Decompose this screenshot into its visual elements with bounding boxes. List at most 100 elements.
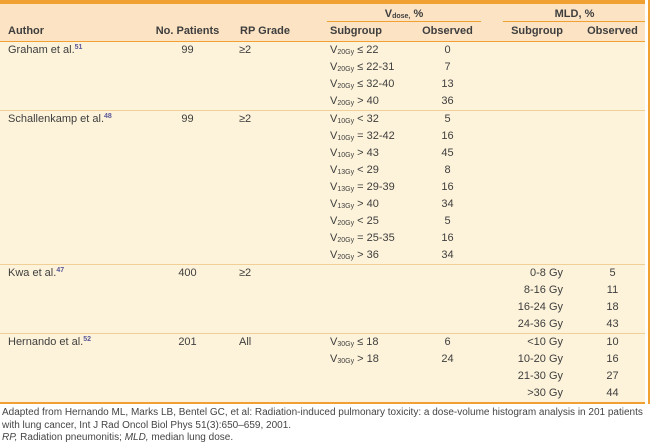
author-cell	[0, 179, 150, 196]
reference-superscript: 52	[83, 336, 92, 343]
patients-cell	[150, 93, 225, 110]
rp-grade-cell: ≥2	[239, 44, 252, 56]
mld-subgroup-cell	[485, 196, 575, 213]
v-observed-cell	[410, 282, 485, 299]
v-observed-cell	[410, 299, 485, 316]
author-cell	[0, 162, 150, 179]
table-row: V20Gy ≤ 32-40 13	[0, 76, 650, 93]
mld-observed-cell	[575, 111, 650, 128]
rp-grade-cell	[225, 247, 305, 264]
table-row: V13Gy = 29-39 16	[0, 179, 650, 196]
v-observed-cell: 34	[441, 198, 454, 210]
mld-observed-cell: 5	[609, 267, 616, 279]
rp-grade-cell	[225, 299, 305, 316]
author-cell: Hernando et al.52	[0, 334, 150, 351]
mld-observed-cell	[575, 213, 650, 230]
mld-observed-cell	[575, 196, 650, 213]
v-label-subscript: 13Gy	[337, 203, 355, 210]
mld-observed-cell	[575, 128, 650, 145]
v-observed-cell	[410, 316, 485, 333]
mld-observed-cell	[575, 76, 650, 93]
patients-cell	[150, 145, 225, 162]
table-bottom-border	[0, 402, 650, 404]
v-label-condition: > 40	[354, 198, 379, 210]
table-row: V20Gy < 25 5	[0, 213, 650, 230]
patients-cell	[150, 316, 225, 333]
mld-subgroup-cell	[485, 247, 575, 264]
mld-subgroup-cell	[485, 93, 575, 110]
mld-subgroup-cell	[485, 128, 575, 145]
vdose-group-label: Vdose, %	[384, 8, 424, 20]
v-label-condition: ≤ 18	[354, 336, 379, 348]
v-subgroup-cell: V10Gy < 32	[305, 111, 410, 128]
patients-cell	[150, 368, 225, 385]
v-label-subscript: 20Gy	[337, 66, 355, 73]
author-cell	[0, 93, 150, 110]
v-label-condition: < 25	[354, 215, 379, 227]
v-label-subscript: 10Gy	[337, 135, 355, 142]
source-note-text: Adapted from Hernando ML, Marks LB, Bent…	[2, 407, 643, 431]
patients-cell	[150, 299, 225, 316]
table-row: 8-16 Gy 11	[0, 282, 650, 299]
v-label-condition: > 40	[354, 95, 379, 107]
table-row: V10Gy = 32-42 16	[0, 128, 650, 145]
mld-observed-cell: 16	[606, 353, 619, 365]
v-label-subscript: 20Gy	[337, 254, 355, 261]
v-subgroup-cell: V20Gy = 25-35	[305, 230, 410, 247]
v-observed-cell: 16	[441, 232, 454, 244]
mld-subgroup-cell	[485, 179, 575, 196]
reference-superscript: 51	[74, 44, 83, 51]
author-cell	[0, 128, 150, 145]
author-cell: Schallenkamp et al.48	[0, 111, 150, 128]
table-top-border	[0, 0, 650, 4]
rp-grade-cell	[225, 351, 305, 368]
v-subgroup-cell	[305, 282, 410, 299]
v-observed-cell: 36	[441, 95, 454, 107]
author-cell	[0, 196, 150, 213]
author-cell	[0, 385, 150, 402]
v-observed-cell	[410, 368, 485, 385]
v-observed-cell: 13	[441, 78, 454, 90]
v-subgroup-cell: V20Gy > 36	[305, 247, 410, 264]
patients-cell	[150, 230, 225, 247]
v-label-base: V	[330, 147, 338, 159]
patients-cell: 99	[181, 113, 194, 125]
table-row: V20Gy = 25-35 16	[0, 230, 650, 247]
v-label-subscript: 20Gy	[337, 220, 355, 227]
def-mld: median lung dose.	[148, 432, 234, 443]
v-label-condition: = 25-35	[354, 232, 395, 244]
mld-observed-cell: 44	[606, 387, 619, 399]
patients-cell	[150, 59, 225, 76]
table-row: Graham et al.51 99 ≥2 V20Gy ≤ 22 0	[0, 42, 650, 59]
author-cell	[0, 351, 150, 368]
patients-cell: 400	[178, 267, 197, 279]
rp-grade-cell: ≥2	[239, 267, 252, 279]
rp-grade-cell	[225, 76, 305, 93]
v-subgroup-cell: V10Gy > 43	[305, 145, 410, 162]
mld-subgroup-cell: 21-30 Gy	[517, 370, 563, 382]
mld-observed-cell: 43	[606, 318, 619, 330]
mld-observed-cell: 18	[606, 301, 619, 313]
rp-grade-cell	[225, 162, 305, 179]
v-label-condition: > 36	[354, 249, 379, 261]
v-label-base: V	[330, 78, 338, 90]
v-observed-cell: 16	[441, 130, 454, 142]
author-name: Kwa et al.	[8, 267, 57, 279]
v-subgroup-cell	[305, 299, 410, 316]
table-row: V13Gy < 29 8	[0, 162, 650, 179]
author-cell	[0, 145, 150, 162]
rp-grade-cell	[225, 145, 305, 162]
mld-subgroup-cell	[485, 59, 575, 76]
right-edge-gap	[645, 0, 648, 404]
v-observed-cell: 24	[441, 353, 454, 365]
v-label-base: V	[330, 181, 338, 193]
author-cell	[0, 299, 150, 316]
patients-cell	[150, 196, 225, 213]
author-group: Schallenkamp et al.48 99 ≥2 V10Gy < 32 5 V10G…	[0, 110, 650, 264]
mld-subgroup-cell	[485, 76, 575, 93]
mld-observed-cell	[575, 145, 650, 162]
v-label-subscript: 20Gy	[337, 237, 355, 244]
column-header-row: Author No. Patients RP Grade Subgroup Ob…	[0, 22, 650, 41]
mld-observed-cell	[575, 247, 650, 264]
